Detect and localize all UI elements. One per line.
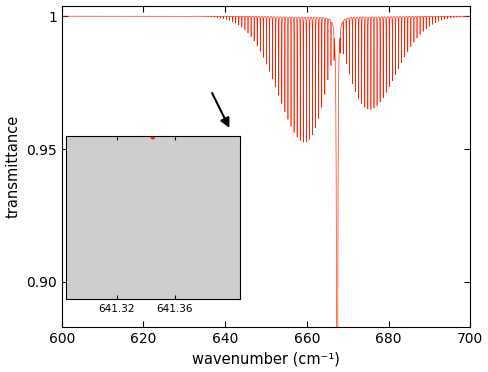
- X-axis label: wavenumber (cm⁻¹): wavenumber (cm⁻¹): [192, 352, 339, 366]
- Y-axis label: transmittance: transmittance: [5, 115, 20, 218]
